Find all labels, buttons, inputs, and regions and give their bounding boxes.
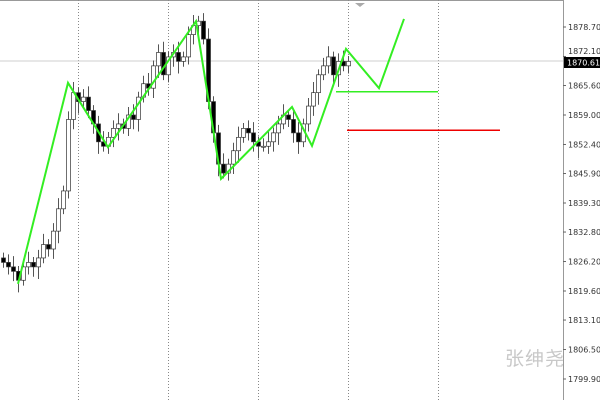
candle-body <box>136 96 141 120</box>
candle-body <box>291 119 296 134</box>
candle-body <box>31 262 36 268</box>
candle-body <box>116 123 121 129</box>
y-tick-label: 1839.30 <box>568 199 600 208</box>
candle-body <box>271 132 276 143</box>
candle-body <box>11 266 16 272</box>
candle-body <box>331 56 336 76</box>
candle-body <box>176 52 181 62</box>
candle-body <box>36 257 41 268</box>
candle-body <box>286 114 291 120</box>
y-tick-label: 1865.60 <box>568 82 600 91</box>
candle-body <box>316 74 321 94</box>
candle-body <box>321 65 326 76</box>
candle-body <box>71 92 76 120</box>
watermark: 张绅尧 <box>505 348 566 370</box>
candle-body <box>111 128 116 138</box>
candle-body <box>86 96 91 111</box>
y-tick-label: 1813.10 <box>568 316 600 325</box>
candle-body <box>166 56 171 76</box>
candle-body <box>61 190 66 210</box>
candle-body <box>236 136 241 152</box>
candle-body <box>231 150 236 165</box>
candle-body <box>241 128 246 138</box>
y-tick-label: 1872.10 <box>568 47 600 56</box>
candle-body <box>131 114 136 120</box>
candle-body <box>56 208 61 232</box>
current-price-tag: 1870.61 <box>564 57 600 68</box>
candle-body <box>156 52 161 67</box>
candle-body <box>201 20 206 40</box>
candle-body <box>306 105 311 125</box>
y-tick-label: 1826.20 <box>568 258 600 267</box>
candle-body <box>46 244 51 250</box>
candle-body <box>261 145 266 148</box>
y-tick-label: 1852.40 <box>568 140 600 149</box>
levels <box>336 91 500 131</box>
candle-body <box>186 34 191 58</box>
candle-body <box>51 230 56 250</box>
y-tick-label: 1845.90 <box>568 170 600 179</box>
current-price-value: 1870.61 <box>567 59 600 68</box>
zigzag-line <box>17 18 405 285</box>
y-tick-label: 1859.00 <box>568 111 600 120</box>
candle-body <box>181 56 186 62</box>
candle-body <box>311 92 316 107</box>
chart-shift-marker-icon[interactable] <box>355 3 365 7</box>
candle-body <box>276 123 281 134</box>
candle-body <box>41 244 46 259</box>
candle-body <box>221 163 226 174</box>
y-tick-label: 1878.70 <box>568 23 600 32</box>
candle-body <box>6 262 11 268</box>
candle-body <box>251 132 256 143</box>
price-axis[interactable]: 1878.70 1872.10 1865.60 1859.00 1852.40 1845.… <box>563 23 600 384</box>
candle-body <box>266 141 271 147</box>
candle-body <box>296 132 301 143</box>
current-price-tag-bg <box>564 57 600 68</box>
y-tick-label: 1806.50 <box>568 346 600 355</box>
candle-body <box>151 65 156 89</box>
candle-body <box>326 56 331 67</box>
candle-body <box>1 257 6 263</box>
candle-body <box>26 262 31 268</box>
candle-body <box>66 119 71 192</box>
y-tick-label: 1832.80 <box>568 228 600 237</box>
candle-body <box>81 96 86 102</box>
y-tick-label: 1819.60 <box>568 287 600 296</box>
y-tick-label: 1799.90 <box>568 375 600 384</box>
candle-body <box>246 128 251 134</box>
candle-body <box>346 61 351 67</box>
